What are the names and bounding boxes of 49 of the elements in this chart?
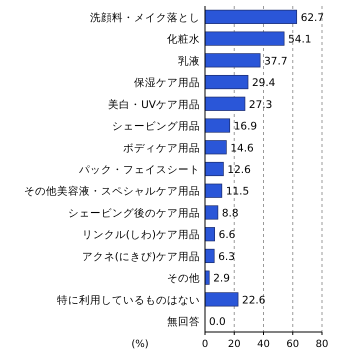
y-tick-label: リンクル(しわ)ケア用品 [82,229,200,242]
data-label: 8.8 [222,207,239,220]
bar [204,184,222,198]
data-label: 11.5 [226,186,250,198]
data-label: 6.3 [218,250,235,263]
data-label: 6.6 [218,229,236,242]
data-label: 16.9 [234,120,258,133]
x-tick-label: 80 [316,339,328,350]
y-tick-label: アクネ(にきび)ケア用品 [82,250,200,263]
x-tick-label: 0 [202,339,208,350]
y-tick-label: シェービング後のケア用品 [68,207,200,220]
y-tick-label: 乳液 [178,54,200,68]
bar [204,118,230,133]
data-label: 27.3 [248,98,272,111]
bar [204,140,227,154]
bar [204,10,298,24]
y-tick-label: 美白・UVケア用品 [108,98,200,111]
data-label: 54.1 [288,34,312,46]
bar [204,162,224,176]
x-tick-label: 40 [257,339,270,350]
y-tick-label: パック・フェイスシート [78,164,200,176]
bar [204,74,248,90]
y-tick-label: シェービング用品 [112,120,200,133]
y-tick-label: 化粧水 [167,32,200,46]
bar [204,96,246,111]
data-label: 29.4 [252,77,276,90]
data-label: 37.7 [264,55,288,68]
y-tick-label: 無回答 [167,316,200,328]
x-tick-label: 60 [286,339,300,350]
y-tick-label: 保湿ケア用品 [134,77,200,90]
bar [204,248,215,264]
bar [204,227,216,242]
y-tick-label: その他美容液・スペシャルケア用品 [24,184,200,198]
y-tick-label: その他 [167,272,200,285]
y-tick-label: 洗顔料・メイク落とし [90,10,200,24]
y-tick-label: ボディケア用品 [123,142,200,154]
y-tick-label: 特に利用しているものはない [57,293,200,306]
data-label: 2.9 [213,272,230,285]
data-label: 22.6 [242,294,266,306]
x-tick-label: 20 [228,339,241,350]
data-label: 12.6 [227,164,252,176]
data-label: 14.6 [230,142,254,154]
bar [204,205,218,220]
data-label: 62.7 [300,12,324,24]
data-label: 0.0 [209,316,226,328]
bar [204,53,260,68]
x-axis-title: (%) [131,339,149,350]
bar [204,292,238,306]
bar [204,32,284,46]
